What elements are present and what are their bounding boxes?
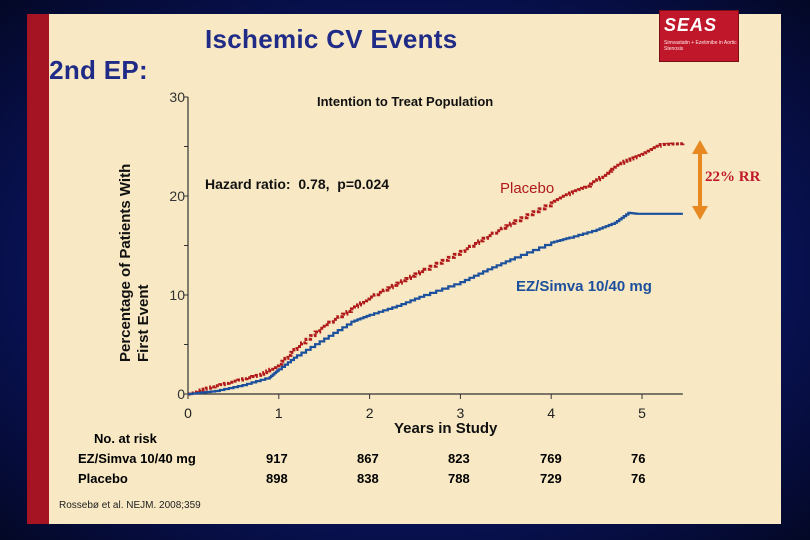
y-tick-label: 10 [169, 287, 185, 303]
x-tick-label: 1 [275, 405, 283, 421]
slide-title-prefix: 2nd EP: [49, 55, 148, 85]
risk-table-cell: 838 [357, 471, 379, 486]
x-axis-label: Years in Study [394, 420, 498, 437]
series-line-ez-simva [188, 211, 683, 396]
y-axis-label-line1: Percentage of Patients With [117, 164, 134, 362]
risk-table-cell: 729 [540, 471, 562, 486]
risk-row-label-placebo: Placebo [78, 471, 128, 486]
chart-series [188, 142, 685, 396]
series-label-placebo: Placebo [500, 180, 554, 197]
slide-title-main: Ischemic CV Events [205, 24, 458, 54]
risk-table-cell: 898 [266, 471, 288, 486]
slide-title: 2nd EP: Ischemic CV Events [34, 24, 457, 117]
y-tick-label: 0 [177, 386, 185, 402]
hazard-ratio-annotation: Hazard ratio: 0.78, p=0.024 [205, 176, 389, 192]
series-line-placebo [188, 142, 685, 396]
x-tick-label: 4 [547, 405, 555, 421]
x-tick-label: 5 [638, 405, 646, 421]
rr-arrow-head-up [692, 140, 708, 154]
rr-annotation: 22% RR [705, 169, 761, 185]
rr-arrow [692, 140, 708, 220]
risk-table-cell: 917 [266, 451, 288, 466]
risk-table-cell: 76 [631, 451, 646, 466]
risk-table-cell: 788 [448, 471, 470, 486]
rr-arrow-head-down [692, 206, 708, 220]
series-label-ez-simva: EZ/Simva 10/40 mg [516, 278, 652, 295]
x-tick-label: 3 [457, 405, 465, 421]
seas-logo: SEAS Simvastatin + Ezetimibe in Aortic S… [659, 10, 739, 62]
risk-table-cell: 769 [540, 451, 562, 466]
risk-row-label-ez: EZ/Simva 10/40 mg [78, 451, 196, 466]
slide-accent-bar [27, 14, 49, 524]
risk-table-cell: 823 [448, 451, 470, 466]
logo-text: SEAS [664, 15, 718, 35]
chart-axes: 0 10 20 30 0 1 2 3 4 5 [169, 89, 683, 421]
risk-table-cell: 76 [631, 471, 646, 486]
chart-title: Intention to Treat Population [317, 94, 493, 109]
citation: Rossebø et al. NEJM. 2008;359 [59, 500, 201, 511]
logo-subtitle: Simvastatin + Ezetimibe in Aortic Stenos… [664, 40, 737, 52]
x-tick-label: 0 [184, 405, 192, 421]
y-tick-label: 30 [169, 89, 185, 105]
y-tick-label: 20 [169, 188, 185, 204]
y-axis-label-line2: First Event [135, 284, 152, 362]
risk-table-header: No. at risk [94, 431, 157, 446]
risk-table-cell: 867 [357, 451, 379, 466]
x-tick-label: 2 [366, 405, 374, 421]
slide-background [27, 14, 781, 524]
